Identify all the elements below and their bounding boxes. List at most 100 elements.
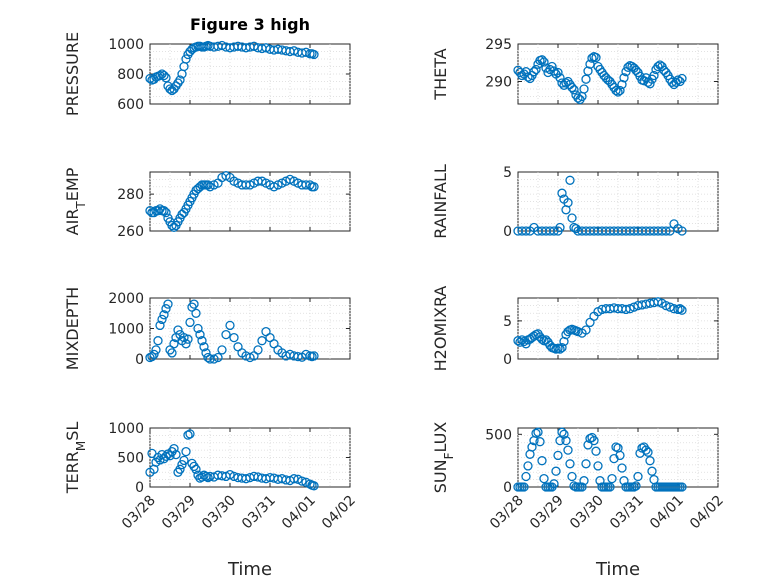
data-point [169,339,179,349]
data-series [513,297,687,354]
y-tick-label: 5 [503,165,512,181]
data-point [155,70,165,81]
data-point [653,297,663,307]
y-axis-label: THETA [431,48,450,100]
y-tick-label: 0 [503,224,512,240]
data-point [625,304,635,314]
data-point [591,52,601,63]
y-axis-label: H2OMIXRA [431,286,450,372]
y-axis-label: RAINFALL [431,164,450,239]
data-point [579,84,589,94]
data-point [587,53,597,63]
data-point [645,79,655,89]
data-point [535,437,545,447]
y-tick-label: 800 [117,67,144,83]
data-point [537,456,547,466]
data-point [645,456,655,466]
data-point [523,461,533,471]
data-point [181,446,191,457]
data-point [309,49,319,60]
x-tick-label: 03/31 [239,493,279,533]
data-point [161,207,171,218]
data-point [631,481,641,491]
data-point [541,63,551,73]
data-point [553,450,563,461]
data-point [229,332,239,343]
data-point [567,213,577,223]
data-point [149,349,159,360]
data-point [159,310,169,320]
data-point [555,222,565,233]
data-point [577,482,587,492]
data-point [557,427,567,437]
data-point [563,198,573,208]
data-point [539,473,549,484]
data-point [581,325,591,335]
data-point [641,445,651,455]
data-point [565,175,575,185]
data-point [547,61,557,72]
data-point [183,430,193,440]
data-point [151,345,161,355]
data-point [567,82,577,93]
data-point [563,445,573,455]
data-point [569,85,579,95]
y-tick-label: 5 [503,314,512,330]
data-point [617,79,627,90]
data-point [557,342,567,353]
data-series [145,429,319,491]
data-point [527,442,537,452]
x-tick-label: 03/29 [159,493,199,533]
y-tick-label: 0 [503,480,512,496]
data-point [309,481,319,491]
data-point [203,472,213,483]
x-tick-label: 04/02 [319,493,359,533]
data-point [565,459,575,469]
data-point [555,344,565,354]
y-tick-label: 500 [117,451,144,467]
data-point [189,299,199,309]
chart-title: Figure 3 high [190,15,310,34]
data-point [539,57,549,67]
data-point [191,464,201,474]
data-point [531,428,541,438]
data-point [181,54,191,64]
y-axis-label: SUNFLUX [431,422,456,494]
data-point [175,75,185,85]
data-point [213,352,223,363]
data-point [677,482,687,492]
x-axis-label: Time [227,559,272,580]
data-point [559,429,569,439]
data-point [309,182,319,192]
data-point [203,180,213,190]
data-point [649,70,659,81]
data-point [591,446,601,456]
data-point [157,314,167,325]
data-point [181,339,191,349]
data-point [197,336,207,346]
x-tick-label: 03/31 [607,493,647,533]
subplot-8: 0 500 03/28 03/29 03/30 03/31 04/01 04/02 Time SU… [431,422,727,580]
data-point [677,305,687,315]
y-axis-label: MIXDEPTH [63,287,82,370]
data-point [559,336,569,347]
y-tick-label: 2000 [108,291,144,307]
y-tick-label: 0 [503,352,512,368]
data-point [589,435,599,446]
data-point [183,334,193,344]
subplot-6: 0 5 H2OMIXRA [431,286,719,372]
data-point [179,455,189,466]
data-point [533,427,543,437]
data-point [531,64,541,75]
y-tick-label: 0 [135,480,144,496]
x-tick-label: 04/01 [647,493,687,533]
data-series [145,171,319,232]
y-tick-label: 290 [485,75,512,91]
x-tick-label: 03/28 [119,493,159,533]
data-point [171,449,181,460]
y-axis-label: AIRTEMP [63,167,88,235]
x-axis-label: Time [595,559,640,580]
y-tick-label: 1000 [108,322,144,338]
data-series [513,175,687,236]
data-point [643,447,653,457]
